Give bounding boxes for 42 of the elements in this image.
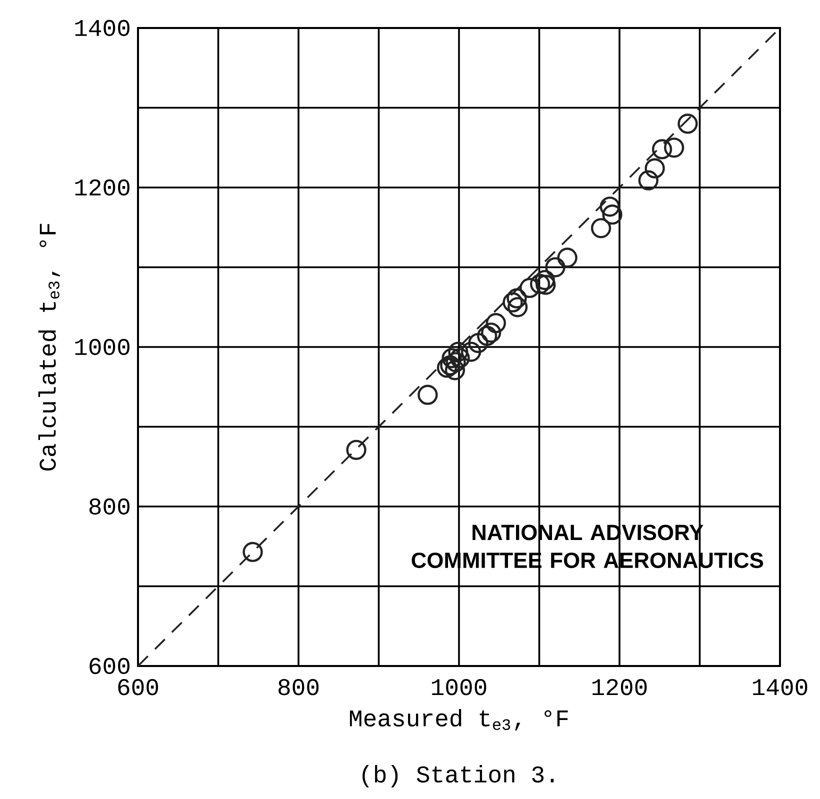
point — [418, 384, 438, 405]
point — [545, 257, 566, 278]
x-axis-title: Measured t$_{e3}$, °F — [350, 708, 568, 731]
point — [678, 114, 698, 134]
point — [557, 248, 578, 268]
y-tick-label: 1200 — [75, 179, 130, 196]
point — [600, 196, 620, 217]
point — [460, 342, 482, 362]
x-tick-label: 1000 — [432, 679, 486, 696]
point — [530, 274, 550, 294]
point — [477, 326, 498, 346]
x-tick-label: 1400 — [753, 679, 808, 696]
x-tick-label: 600 — [118, 679, 158, 696]
point — [536, 274, 556, 295]
point — [534, 270, 555, 290]
y-axis-title: Calculated t$_{e3}$, °F — [38, 224, 60, 471]
point — [644, 158, 665, 178]
text: (b) Station 3. — [362, 765, 554, 788]
point — [486, 313, 506, 334]
y-tick-label: 1400 — [75, 20, 130, 36]
point — [590, 218, 612, 238]
point — [502, 292, 523, 312]
point — [652, 139, 672, 160]
point — [436, 358, 458, 378]
x-tick-label: 800 — [278, 679, 319, 696]
point — [468, 332, 488, 354]
point — [442, 348, 462, 368]
point — [638, 170, 658, 190]
point — [520, 278, 540, 298]
point — [481, 322, 502, 343]
y-tick-label: 800 — [89, 498, 130, 515]
point — [508, 297, 528, 318]
point — [664, 138, 684, 158]
point — [448, 342, 468, 362]
point — [346, 440, 366, 460]
point — [444, 360, 466, 380]
point — [602, 204, 622, 225]
x-tick-label: 1200 — [592, 679, 647, 696]
point — [242, 542, 263, 562]
y-tick-label: 600 — [90, 658, 130, 674]
y-tick-label: 1000 — [75, 338, 130, 356]
point — [506, 288, 527, 308]
